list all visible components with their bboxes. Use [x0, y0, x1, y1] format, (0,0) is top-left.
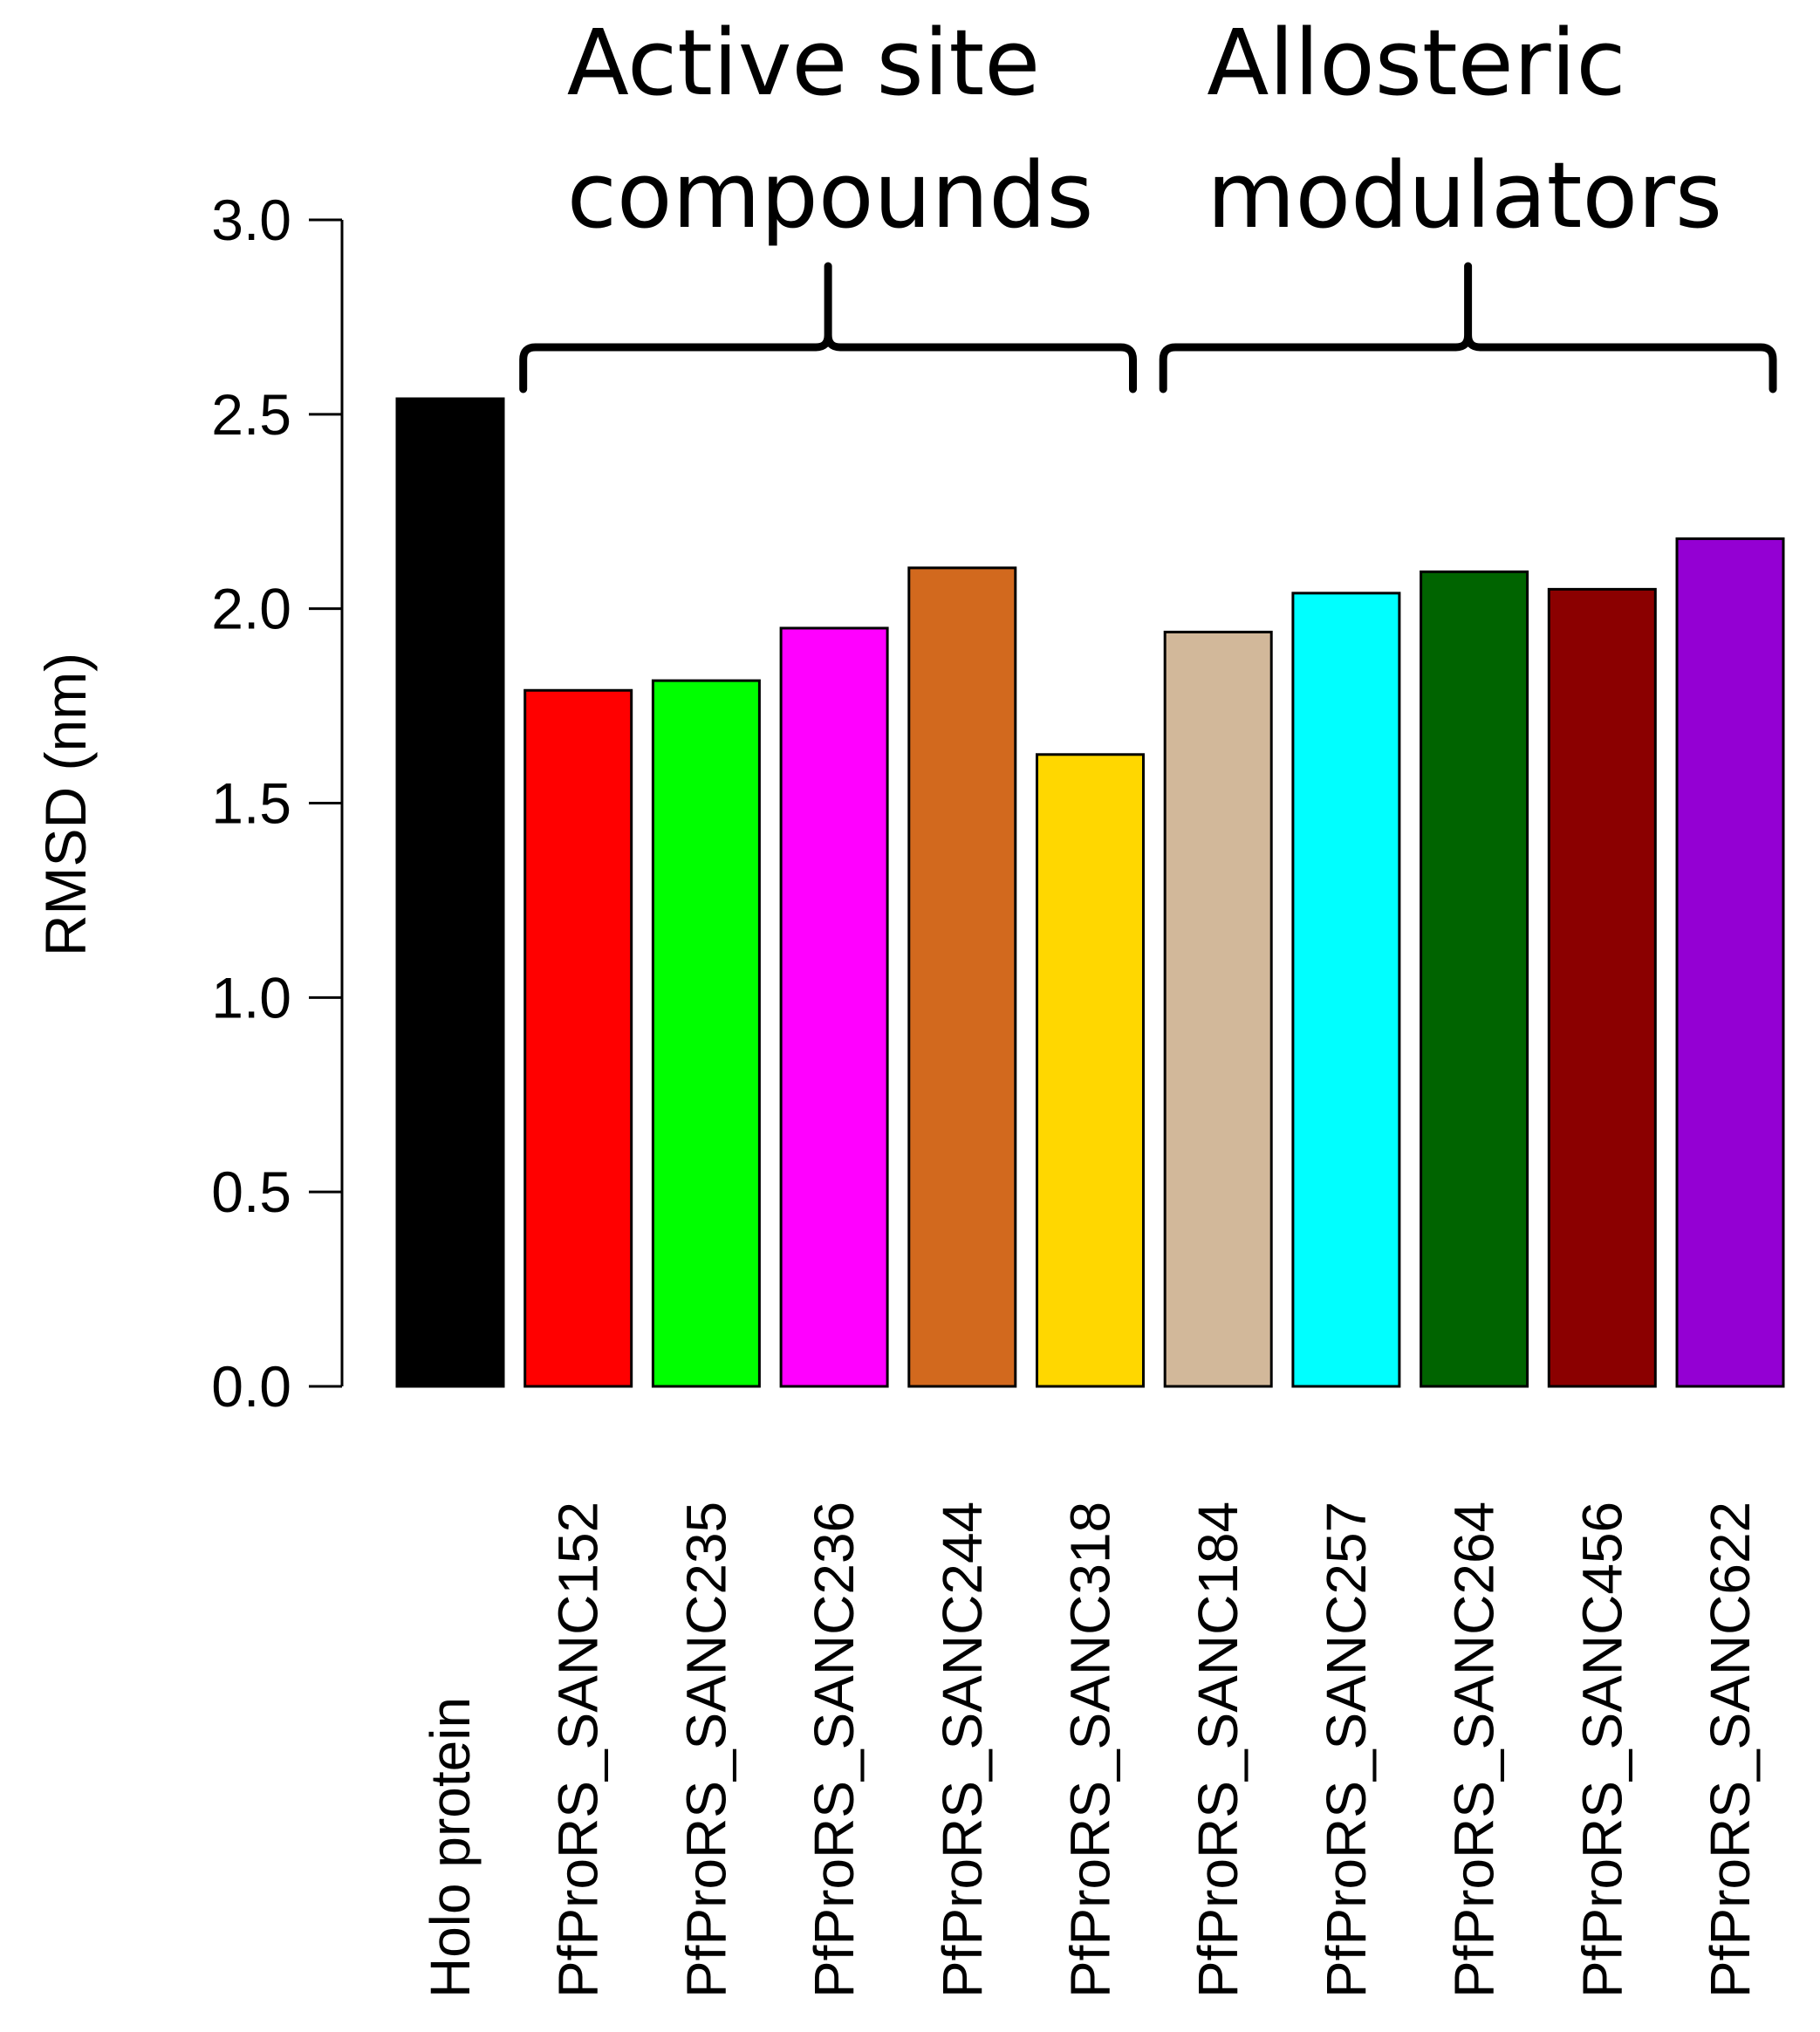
x-tick-label: PfProRS_SANC244: [931, 1502, 994, 1998]
bar-pfprors-sanc318: [1036, 753, 1145, 1388]
bar-holo-protein: [395, 397, 505, 1388]
y-tick-label: 0.0: [211, 1354, 291, 1419]
bar-pfprors-sanc456: [1547, 587, 1657, 1388]
y-tick-label: 1.0: [211, 965, 291, 1030]
bar-pfprors-sanc235: [651, 679, 761, 1388]
group-brace: [519, 262, 1137, 393]
group-label: compounds: [567, 142, 1094, 249]
x-tick-label: PfProRS_SANC236: [803, 1502, 866, 1998]
y-axis-title: RMSD (nm): [33, 653, 98, 956]
group-label: Active site: [567, 10, 1041, 116]
group-annotations: Active site compounds Allosteric modulators: [519, 10, 1777, 393]
x-tick-label: Holo protein: [419, 1697, 482, 1998]
bar-pfprors-sanc184: [1163, 630, 1273, 1388]
x-tick-label: PfProRS_SANC152: [547, 1502, 610, 1998]
bar-pfprors-sanc236: [779, 626, 889, 1388]
bar-pfprors-sanc152: [523, 688, 633, 1388]
x-tick-label: PfProRS_SANC264: [1443, 1502, 1506, 1998]
x-tick-label: PfProRS_SANC184: [1187, 1502, 1249, 1998]
bar-pfprors-sanc622: [1675, 537, 1785, 1388]
category-labels: Holo protein PfProRS_SANC152 PfProRS_SANC2…: [419, 1502, 1762, 1998]
y-tick-label: 1.5: [211, 771, 291, 836]
bar-pfprors-sanc257: [1291, 592, 1401, 1388]
x-tick-label: PfProRS_SANC456: [1570, 1502, 1633, 1998]
x-tick-label: PfProRS_SANC235: [674, 1502, 737, 1998]
x-tick-label: PfProRS_SANC318: [1059, 1502, 1122, 1998]
y-tick-label: 3.0: [211, 188, 291, 252]
y-axis: 0.0 0.5 1.0 1.5 2.0 2.5 3.0: [211, 188, 344, 1419]
y-tick-label: 2.0: [211, 577, 291, 641]
group-brace: [1159, 262, 1777, 393]
y-tick-label: 0.5: [211, 1160, 291, 1224]
x-tick-label: PfProRS_SANC622: [1699, 1502, 1762, 1998]
bar-pfprors-sanc264: [1420, 570, 1529, 1388]
y-tick-label: 2.5: [211, 382, 291, 447]
bars: [395, 397, 1785, 1388]
group-label: Allosteric: [1207, 10, 1625, 116]
x-tick-label: PfProRS_SANC257: [1315, 1502, 1378, 1998]
bar-pfprors-sanc244: [907, 566, 1017, 1388]
group-label: modulators: [1207, 142, 1722, 249]
